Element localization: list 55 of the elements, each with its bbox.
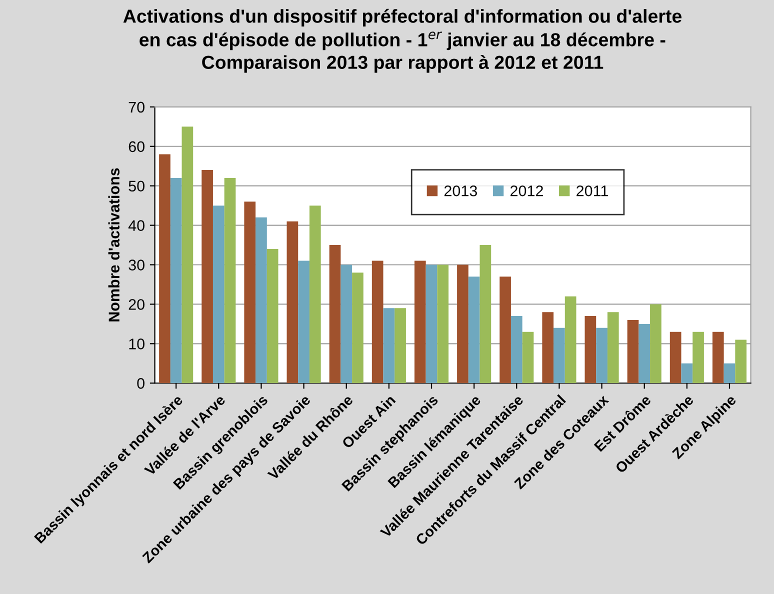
y-tick-label: 0	[137, 378, 144, 389]
y-tick-label: 20	[128, 299, 144, 310]
bar	[681, 363, 693, 384]
bar	[202, 170, 213, 384]
bar	[480, 245, 492, 384]
bar	[724, 363, 736, 384]
bar	[256, 217, 267, 384]
bar	[468, 276, 480, 384]
y-tick-label: 40	[128, 220, 144, 231]
bar	[286, 221, 298, 384]
bar	[584, 316, 596, 384]
bar	[170, 178, 182, 384]
bar	[627, 320, 639, 384]
bar	[340, 264, 352, 384]
y-tick-label: 50	[128, 180, 144, 192]
bar	[457, 264, 468, 384]
bar	[510, 316, 522, 384]
bar	[437, 264, 449, 384]
bar	[383, 308, 395, 384]
bar	[309, 206, 321, 384]
bar	[692, 332, 704, 384]
bar	[372, 260, 384, 384]
bar	[394, 308, 406, 384]
bar	[159, 154, 170, 384]
y-axis-title: Nombre d'activations	[108, 168, 120, 322]
bar	[522, 332, 534, 384]
bar	[426, 264, 438, 384]
bar	[266, 248, 278, 384]
bar	[650, 304, 662, 384]
bar	[298, 260, 310, 384]
legend-label: 2012	[510, 185, 543, 196]
bar	[564, 296, 576, 384]
bar	[638, 324, 650, 384]
bar	[212, 206, 224, 384]
bar	[670, 332, 682, 384]
bar	[542, 312, 554, 384]
bar	[329, 245, 341, 384]
legend-label: 2013	[444, 185, 477, 196]
bar	[500, 276, 511, 384]
chart-title: Activations d'un dispositif préfectoral d'information ou d'alerte en cas d'épisode de pollution - 1$^{er}$ janvier au 18 décembre - Comparaison 2013 par rapport à 2012 et 2011	[123, 8, 682, 73]
y-tick-label: 10	[129, 338, 144, 350]
bar	[607, 312, 619, 384]
bar	[224, 178, 236, 384]
bar	[414, 260, 426, 384]
bar	[352, 272, 364, 384]
bar	[735, 340, 747, 384]
bar	[596, 328, 608, 384]
y-tick-label: 30	[128, 260, 144, 270]
bar	[244, 202, 256, 384]
y-tick-label: 70	[128, 102, 144, 113]
legend-label: 2011	[576, 185, 608, 196]
bar	[712, 332, 724, 384]
bar	[182, 126, 194, 384]
y-tick-label: 60	[128, 141, 144, 152]
bar	[554, 328, 565, 384]
